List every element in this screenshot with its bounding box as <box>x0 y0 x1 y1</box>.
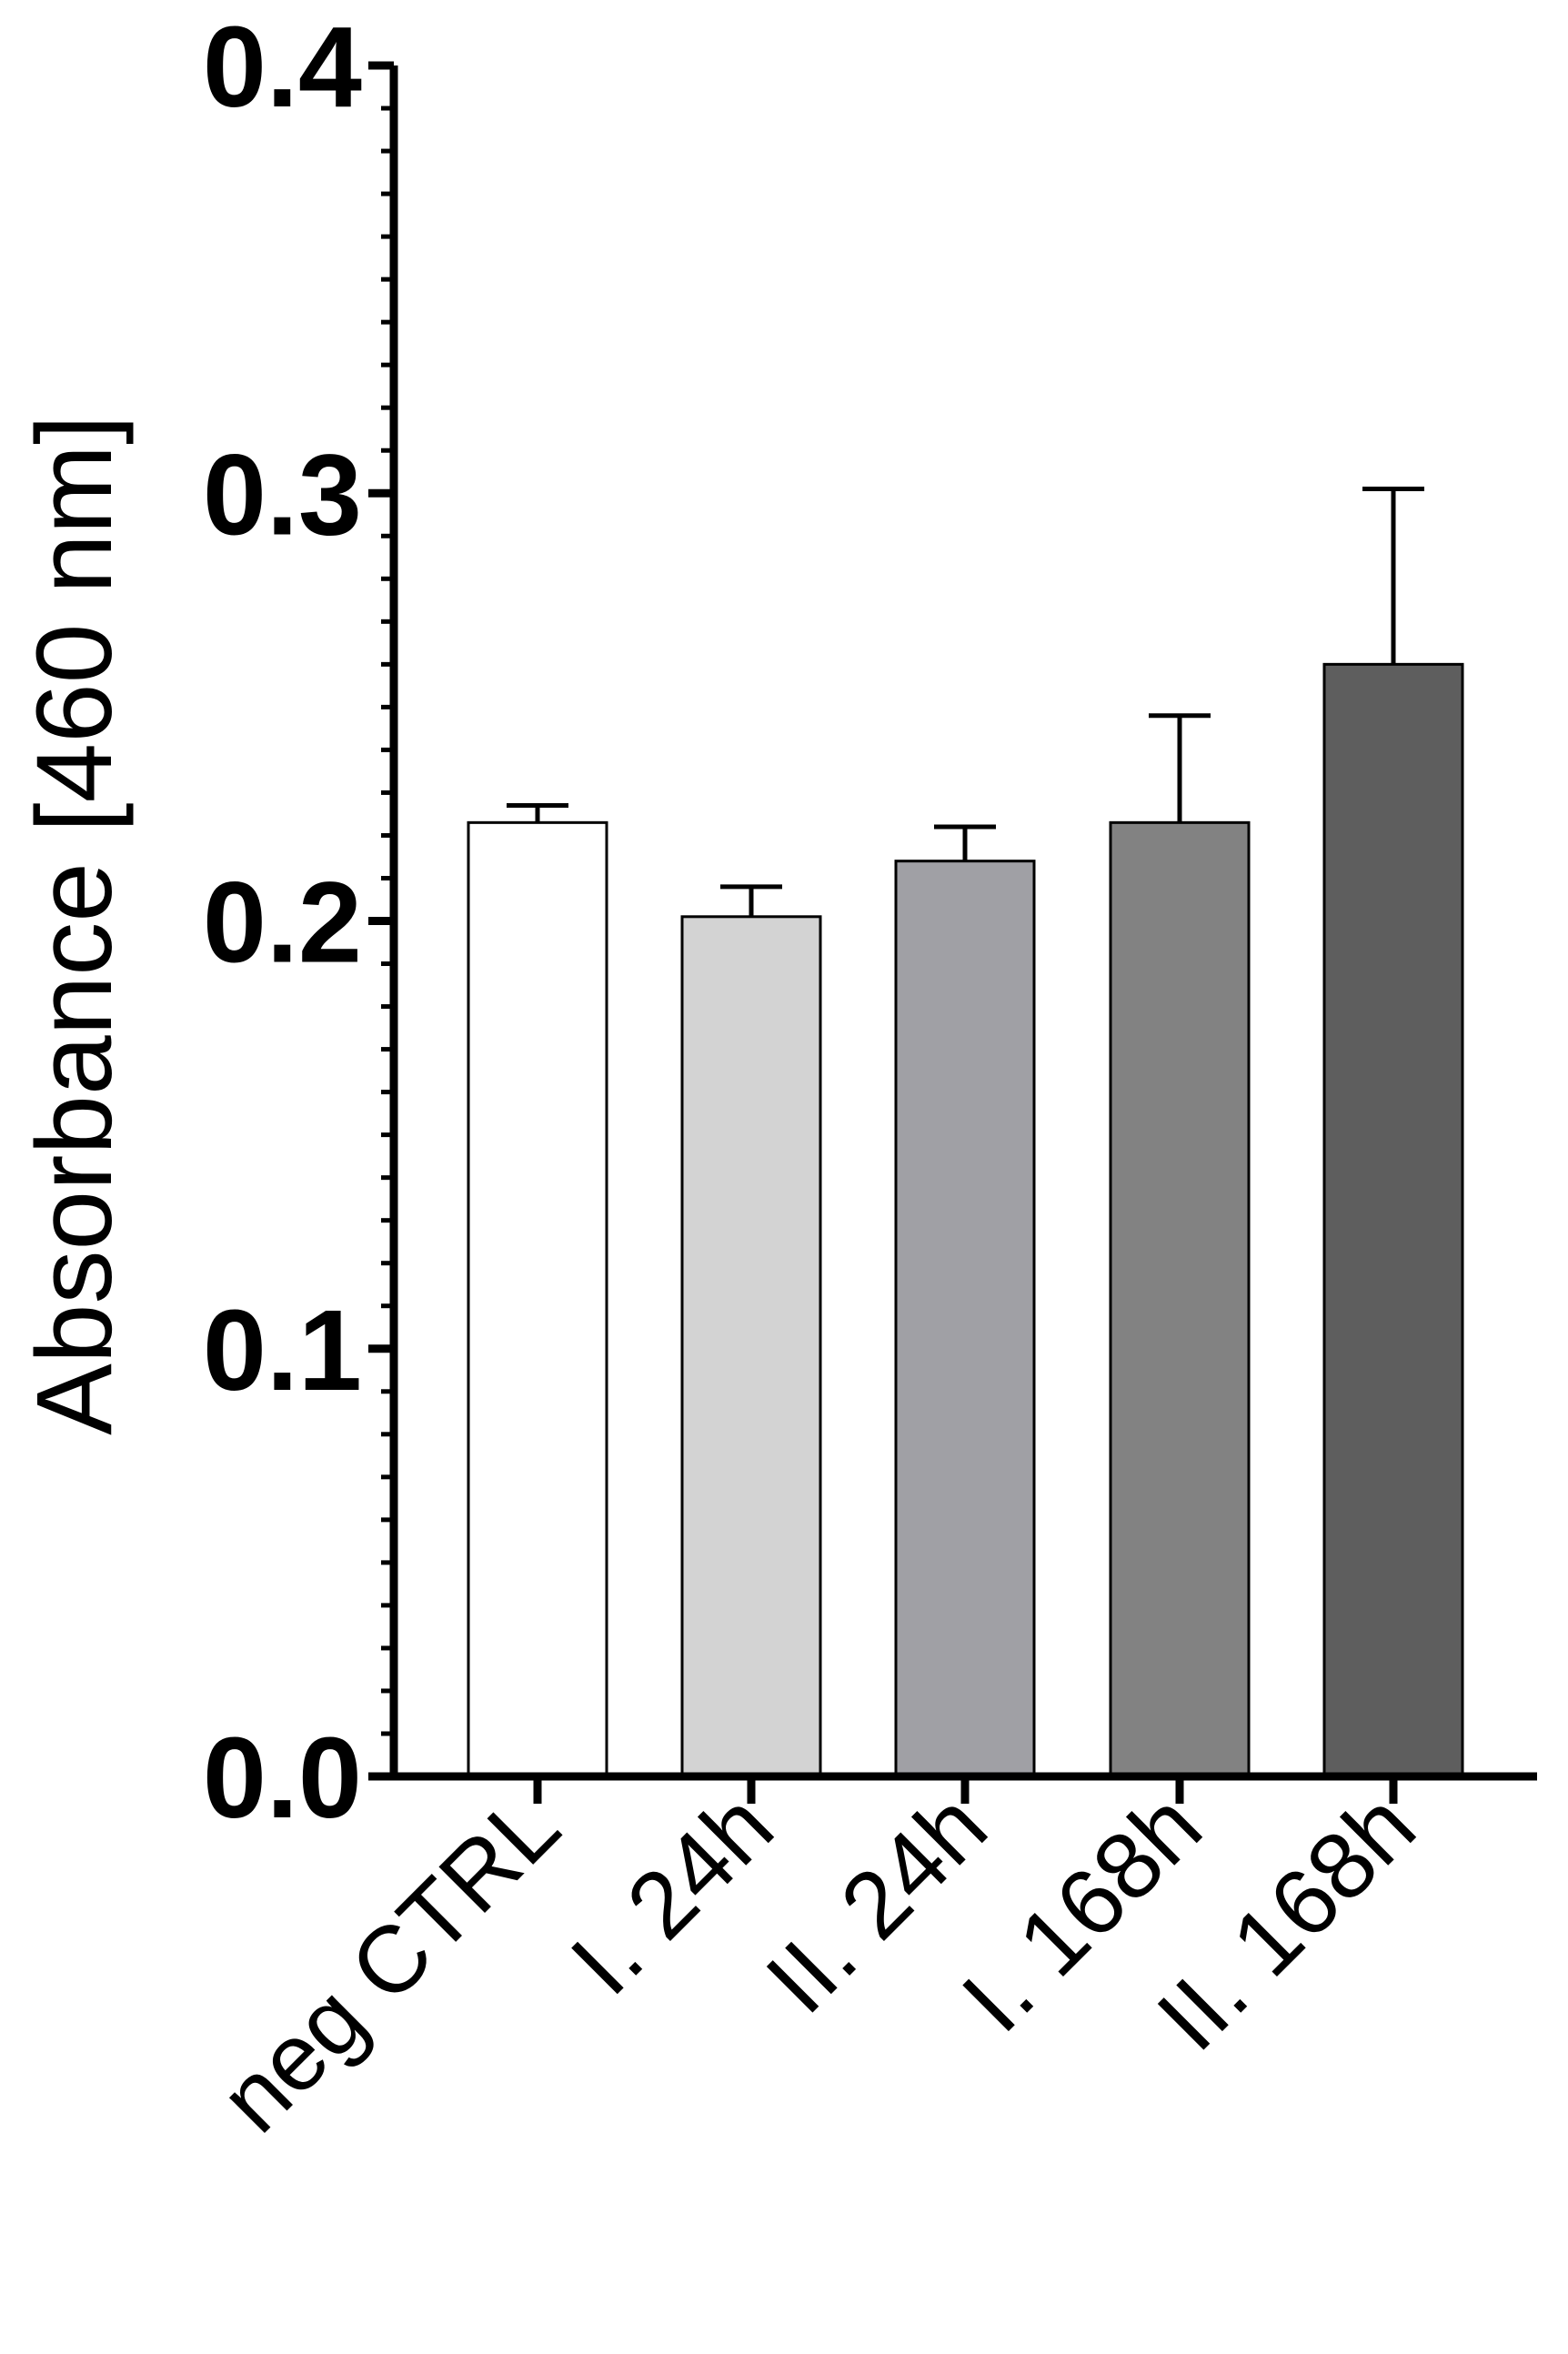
y-tick-label: 0.3 <box>203 430 362 558</box>
bar <box>1322 662 1464 1778</box>
error-bars <box>507 487 1424 917</box>
y-tick-label: 0.2 <box>203 859 362 987</box>
bars <box>467 662 1464 1778</box>
x-tick-label: I. 24h <box>551 1773 793 2015</box>
bar <box>467 820 608 1778</box>
y-tick-label: 0.1 <box>203 1286 362 1414</box>
y-axis-title: Absorbance [460 nm] <box>15 415 135 1435</box>
bar <box>894 860 1036 1778</box>
y-tick-label: 0.0 <box>203 1714 362 1842</box>
bar <box>1109 820 1251 1778</box>
y-tick-label: 0.4 <box>203 3 362 131</box>
y-ticks: 0.0 0.1 0.2 0.3 0.4 <box>203 3 394 1842</box>
bar <box>680 915 822 1778</box>
